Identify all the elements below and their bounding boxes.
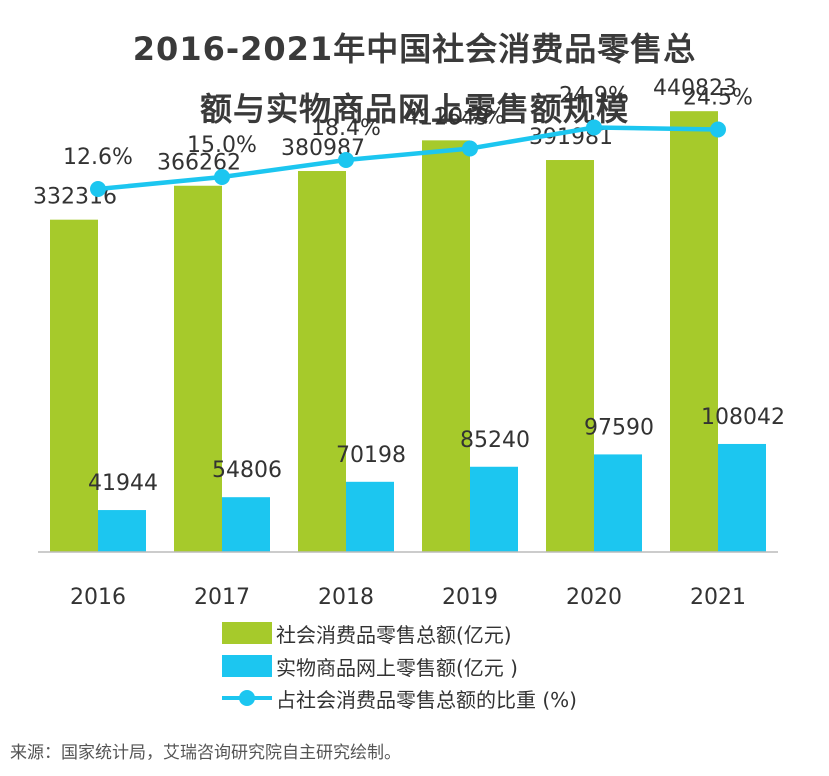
legend-label-retail-total: 社会消费品零售总额(亿元) xyxy=(276,622,512,647)
share-point-2017 xyxy=(214,169,230,185)
share-point-2019 xyxy=(462,140,478,157)
share-line xyxy=(97,125,719,192)
data-label-online-retail-2020: 97590 xyxy=(584,415,654,440)
x-tick-label-2018: 2018 xyxy=(318,585,374,610)
share-label-2020: 24.9% xyxy=(559,84,629,109)
legend-swatch-online-retail xyxy=(222,655,272,677)
bar-retail-total-2016 xyxy=(50,219,98,552)
data-label-online-retail-2016: 41944 xyxy=(88,471,158,496)
data-label-online-retail-2017: 54806 xyxy=(212,458,282,483)
bar-online-retail-2021 xyxy=(718,443,766,552)
share-point-2020 xyxy=(586,119,602,136)
bar-retail-total-2021 xyxy=(670,111,718,552)
bar-online-retail-2016 xyxy=(98,510,146,552)
source-note: 来源：国家统计局，艾瑞咨询研究院自主研究绘制。 xyxy=(10,743,401,763)
chart-title-line-1: 2016-2021年中国社会消费品零售总 xyxy=(132,30,697,68)
bar-retail-total-2019 xyxy=(422,140,470,552)
x-tick-label-2017: 2017 xyxy=(194,585,250,610)
data-label-retail-total-2021: 440823 xyxy=(653,76,737,101)
bar-online-retail-2019 xyxy=(470,466,518,552)
legend-label-online-retail: 实物商品网上零售额(亿元 ) xyxy=(276,655,518,680)
bar-retail-total-2020 xyxy=(546,160,594,553)
legend-item-retail-total: 社会消费品零售总额(亿元) xyxy=(222,619,512,647)
share-label-2017: 15.0% xyxy=(187,133,257,158)
bar-retail-total-2017 xyxy=(174,185,222,552)
share-label-2018: 18.4% xyxy=(311,116,381,141)
share-label-2019: 20.7% xyxy=(435,105,505,130)
x-tick-label-2020: 2020 xyxy=(566,585,622,610)
data-label-online-retail-2021: 108042 xyxy=(701,405,785,430)
x-tick-label-2016: 2016 xyxy=(70,585,126,610)
share-point-2018 xyxy=(338,152,354,168)
share-point-2021 xyxy=(710,121,726,138)
share-label-2021: 24.5% xyxy=(683,86,753,111)
bar-online-retail-2020 xyxy=(594,454,642,552)
legend-swatch-share-marker xyxy=(239,690,255,706)
legend-swatch-retail-total xyxy=(222,622,272,644)
legend-swatch-share xyxy=(222,687,272,709)
bar-online-retail-2018 xyxy=(346,481,394,552)
x-tick-label-2019: 2019 xyxy=(442,585,498,610)
share-label-2016: 12.6% xyxy=(63,145,133,170)
legend-item-online-retail: 实物商品网上零售额(亿元 ) xyxy=(222,652,518,680)
share-point-2016 xyxy=(90,181,106,197)
data-label-online-retail-2019: 85240 xyxy=(460,428,530,453)
legend-item-share: 占社会消费品零售总额的比重 (%) xyxy=(222,684,577,712)
data-label-online-retail-2018: 70198 xyxy=(336,443,406,468)
legend-label-share: 占社会消费品零售总额的比重 (%) xyxy=(276,687,577,712)
bar-retail-total-2018 xyxy=(298,171,346,552)
data-label-retail-total-2019: 411649 xyxy=(405,105,489,130)
x-tick-label-2021: 2021 xyxy=(690,585,746,610)
chart-title-line-2: 额与实物商品网上零售额规模 xyxy=(199,90,629,128)
bar-online-retail-2017 xyxy=(222,497,270,552)
